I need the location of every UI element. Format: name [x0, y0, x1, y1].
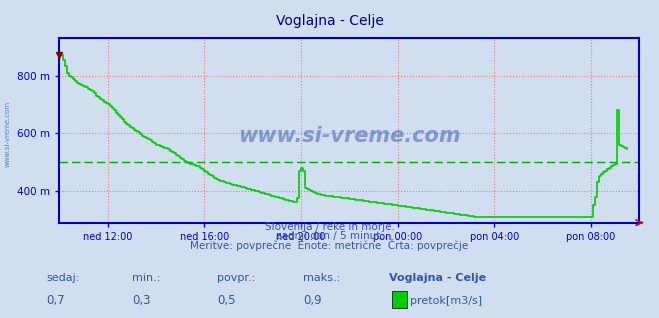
Text: Voglajna - Celje: Voglajna - Celje [389, 273, 486, 283]
Text: www.si-vreme.com: www.si-vreme.com [5, 100, 11, 167]
Text: 0,5: 0,5 [217, 294, 236, 307]
Text: zadnji dan / 5 minut.: zadnji dan / 5 minut. [275, 231, 384, 241]
Text: 0,9: 0,9 [303, 294, 322, 307]
Text: Slovenija / reke in morje.: Slovenija / reke in morje. [264, 222, 395, 232]
Text: Voglajna - Celje: Voglajna - Celje [275, 14, 384, 28]
Text: maks.:: maks.: [303, 273, 341, 283]
Text: povpr.:: povpr.: [217, 273, 256, 283]
Text: pretok[m3/s]: pretok[m3/s] [410, 296, 482, 306]
Text: 0,7: 0,7 [46, 294, 65, 307]
Text: 0,3: 0,3 [132, 294, 150, 307]
Text: sedaj:: sedaj: [46, 273, 80, 283]
Text: min.:: min.: [132, 273, 160, 283]
Text: Meritve: povprečne  Enote: metrične  Črta: povprečje: Meritve: povprečne Enote: metrične Črta:… [190, 239, 469, 251]
Text: www.si-vreme.com: www.si-vreme.com [238, 126, 461, 146]
